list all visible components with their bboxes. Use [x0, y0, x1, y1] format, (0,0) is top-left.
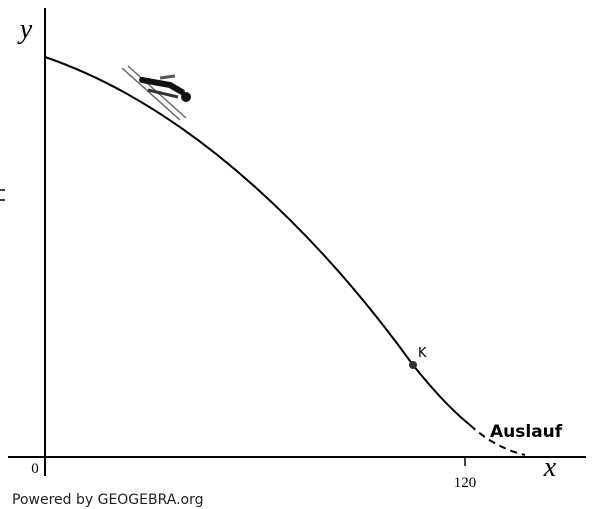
x-tick-label: 120 [454, 475, 477, 491]
diagram: y x 0 120 K Auslauf Powered by GEOGEBRA.… [0, 0, 592, 509]
point-label: K [418, 346, 427, 361]
point-k [409, 361, 417, 369]
origin-label: 0 [31, 461, 39, 477]
footer: Powered by GEOGEBRA.org [12, 492, 204, 508]
x-axis-label: x [543, 452, 557, 483]
y-axis-label: y [17, 14, 33, 45]
annotation: Auslauf [490, 422, 563, 442]
